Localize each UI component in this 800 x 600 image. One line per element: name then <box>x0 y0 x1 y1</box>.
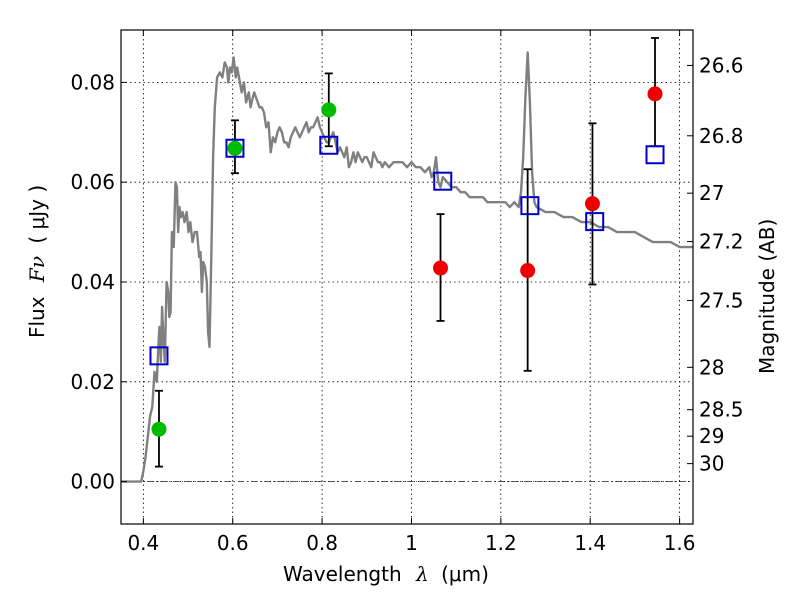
green-detection-point <box>151 421 167 437</box>
y-axis-label-symbol: Fν <box>25 256 49 283</box>
y-axis-label-unit: ( μJy ) <box>25 185 49 244</box>
model-photometry-square <box>225 138 245 158</box>
y-tick-label: 0.00 <box>70 470 115 494</box>
magnitude-tick-label: 28.5 <box>699 398 744 422</box>
model-photometry-square <box>433 171 453 191</box>
magnitude-tick-label: 30 <box>699 452 724 476</box>
red-detection-point <box>520 263 536 279</box>
plot-area <box>121 37 693 483</box>
y-axis-label: Flux Fν ( μJy ) <box>25 185 49 338</box>
x-axis-label-symbol: λ <box>415 562 429 586</box>
y-axis-ticks: 0.00 0.02 0.04 0.06 0.08 <box>70 70 127 494</box>
y-tick-label: 0.02 <box>70 370 115 394</box>
green-detection-point <box>227 140 243 156</box>
red-detection-point <box>647 86 663 102</box>
model-photometry-square <box>319 135 339 155</box>
model-photometry-square <box>520 196 540 216</box>
x-tick-label: 1 <box>405 531 418 555</box>
x-axis-label-unit: (μm) <box>441 562 489 586</box>
model-sed-line <box>121 51 693 483</box>
magnitude-tick-label: 26.6 <box>699 53 744 77</box>
magnitude-tick-label: 27 <box>699 181 724 205</box>
x-tick-label: 1.2 <box>485 531 517 555</box>
x-tick-label: 1.4 <box>574 531 606 555</box>
plot-frame <box>120 29 694 525</box>
model-photometry-square <box>645 145 665 165</box>
magnitude-tick-label: 26.8 <box>699 124 744 148</box>
red-detection-point <box>433 260 449 276</box>
y-tick-label: 0.04 <box>70 270 115 294</box>
magnitude-tick-label: 29 <box>699 424 724 448</box>
x-axis-label: Wavelength λ (μm) <box>283 562 489 586</box>
magnitude-axis-ticks: 26.6 26.8 27 27.2 27.5 28 28.529 30 <box>687 53 744 476</box>
y-axis-label-text: Flux <box>25 296 49 338</box>
magnitude-tick-label: 27.2 <box>699 230 744 254</box>
magnitude-tick-label: 27.5 <box>699 288 744 312</box>
x-axis-label-text: Wavelength <box>283 562 402 586</box>
red-detection-point <box>584 196 600 212</box>
y-tick-label: 0.06 <box>70 170 115 194</box>
model-photometry-square <box>585 212 605 232</box>
model-photometry-square <box>149 346 169 366</box>
magnitude-tick-label: 28 <box>699 355 724 379</box>
x-tick-label: 0.4 <box>127 531 159 555</box>
x-tick-label: 0.8 <box>306 531 338 555</box>
x-tick-label: 0.6 <box>217 531 249 555</box>
magnitude-axis-label: Magnitude (AB) <box>755 219 779 374</box>
y-tick-label: 0.08 <box>70 70 115 94</box>
x-tick-label: 1.6 <box>664 531 696 555</box>
green-detection-point <box>321 102 337 118</box>
x-axis-ticks: 0.4 0.6 0.8 1 1.2 1.4 1.6 <box>127 30 696 555</box>
